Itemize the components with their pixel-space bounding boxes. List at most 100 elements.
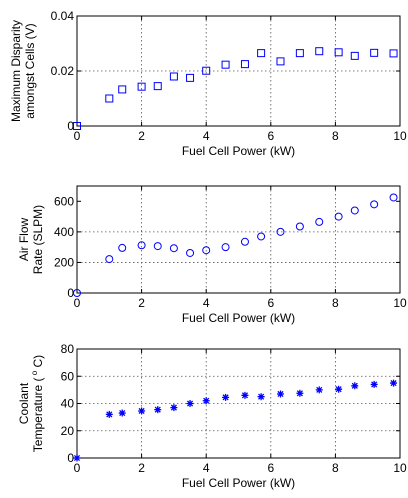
y-axis-label-line-1: Air Flow xyxy=(17,218,31,262)
data-point xyxy=(257,232,266,241)
data-point xyxy=(315,217,324,226)
data-point xyxy=(154,406,162,414)
data-point xyxy=(118,85,127,94)
data-point xyxy=(315,386,323,394)
data-point xyxy=(370,200,379,209)
y-axis-label-line-1: Maximum Disparity xyxy=(9,20,23,122)
axes-frame xyxy=(76,15,401,127)
x-axis-label: Fuel Cell Power (kW) xyxy=(182,476,295,490)
x-axis-label: Fuel Cell Power (kW) xyxy=(182,311,295,325)
data-point xyxy=(118,243,127,252)
data-point xyxy=(105,410,113,418)
x-tick-label: 0 xyxy=(74,296,81,310)
data-point xyxy=(350,206,359,215)
data-point xyxy=(202,397,210,405)
data-point xyxy=(276,227,285,236)
y-tick-label: 0 xyxy=(67,119,74,133)
data-point xyxy=(334,212,343,221)
data-point xyxy=(390,379,398,387)
data-point xyxy=(73,122,81,130)
x-tick-label: 0 xyxy=(74,461,81,475)
x-tick-label: 0 xyxy=(74,129,81,143)
data-point xyxy=(153,242,162,251)
chart-2: 0 2 4 6 8 10 0 200 400 600 Fuel Cell Power (kW) Air… xyxy=(17,185,407,325)
x-axis-label: Fuel Cell Power (kW) xyxy=(182,144,295,158)
y-tick-label: 0 xyxy=(67,451,74,465)
x-tick-label: 2 xyxy=(138,461,145,475)
y-tick-label: 0 xyxy=(67,286,74,300)
x-tick-label: 2 xyxy=(138,129,145,143)
y-tick-label: 40 xyxy=(61,397,75,411)
x-tick-label: 10 xyxy=(393,129,407,143)
y-tick-label: 200 xyxy=(54,255,74,269)
y-tick-label: 600 xyxy=(54,194,74,208)
data-point xyxy=(170,404,178,412)
data-point xyxy=(296,389,304,397)
data-point xyxy=(389,193,398,202)
y-tick-label: 400 xyxy=(54,225,74,239)
data-point xyxy=(137,82,146,91)
x-tick-label: 6 xyxy=(267,461,274,475)
data-point xyxy=(186,248,195,257)
axes-frame xyxy=(76,348,401,459)
data-point xyxy=(169,244,178,253)
y-axis-label-line-2: amongst Cells (V) xyxy=(23,23,37,118)
data-point xyxy=(335,385,343,393)
axes-frame xyxy=(76,185,401,294)
y-axis-label-line-2: Rate (SLPM) xyxy=(31,205,45,274)
x-tick-label: 8 xyxy=(332,296,339,310)
x-tick-label: 10 xyxy=(393,461,407,475)
data-point xyxy=(257,49,266,58)
data-point xyxy=(222,393,230,401)
y-tick-label: 60 xyxy=(61,369,75,383)
data-point xyxy=(257,393,265,401)
data-point xyxy=(240,237,249,246)
data-point xyxy=(202,66,211,75)
y-tick-label: 0.04 xyxy=(51,9,75,23)
x-tick-label: 4 xyxy=(203,296,210,310)
data-point xyxy=(295,49,304,58)
data-point xyxy=(202,246,211,255)
data-point xyxy=(221,60,230,69)
data-point xyxy=(105,255,114,264)
data-point xyxy=(240,60,249,69)
y-axis-label-line-2: Temperature ( o C) xyxy=(30,355,45,452)
data-point xyxy=(276,57,285,66)
chart-1: 0 2 4 6 8 10 0 0.02 0.04 Fuel Cell Power (kW) Maxi… xyxy=(9,9,407,158)
data-point xyxy=(153,82,162,91)
x-tick-label: 2 xyxy=(138,296,145,310)
data-point xyxy=(169,72,178,81)
data-point xyxy=(241,391,249,399)
y-axis-label-line-1: Coolant xyxy=(17,382,31,424)
data-point xyxy=(370,380,378,388)
data-point xyxy=(295,222,304,231)
x-tick-label: 4 xyxy=(203,129,210,143)
y-tick-label: 20 xyxy=(61,424,75,438)
data-point xyxy=(221,243,230,252)
x-tick-label: 6 xyxy=(267,296,274,310)
x-tick-label: 4 xyxy=(203,461,210,475)
data-point xyxy=(315,47,324,56)
data-point xyxy=(351,382,359,390)
data-point xyxy=(118,409,126,417)
data-point xyxy=(73,454,81,462)
data-point xyxy=(186,73,195,82)
data-point xyxy=(389,49,398,58)
x-tick-label: 8 xyxy=(332,129,339,143)
data-point xyxy=(137,241,146,250)
y-tick-label: 80 xyxy=(61,342,75,356)
data-point xyxy=(350,51,359,60)
x-tick-label: 6 xyxy=(267,129,274,143)
y-tick-label: 0.02 xyxy=(51,64,75,78)
data-point xyxy=(73,289,81,297)
x-tick-label: 8 xyxy=(332,461,339,475)
data-point xyxy=(370,48,379,57)
data-point xyxy=(186,400,194,407)
data-point xyxy=(276,390,284,398)
data-point xyxy=(334,48,343,57)
x-tick-label: 10 xyxy=(393,296,407,310)
data-point xyxy=(105,94,114,103)
data-point xyxy=(138,407,146,415)
chart-3: 0 2 4 6 8 10 0 20 40 60 80 Fuel Cell Power (kW) Cool… xyxy=(17,342,407,490)
